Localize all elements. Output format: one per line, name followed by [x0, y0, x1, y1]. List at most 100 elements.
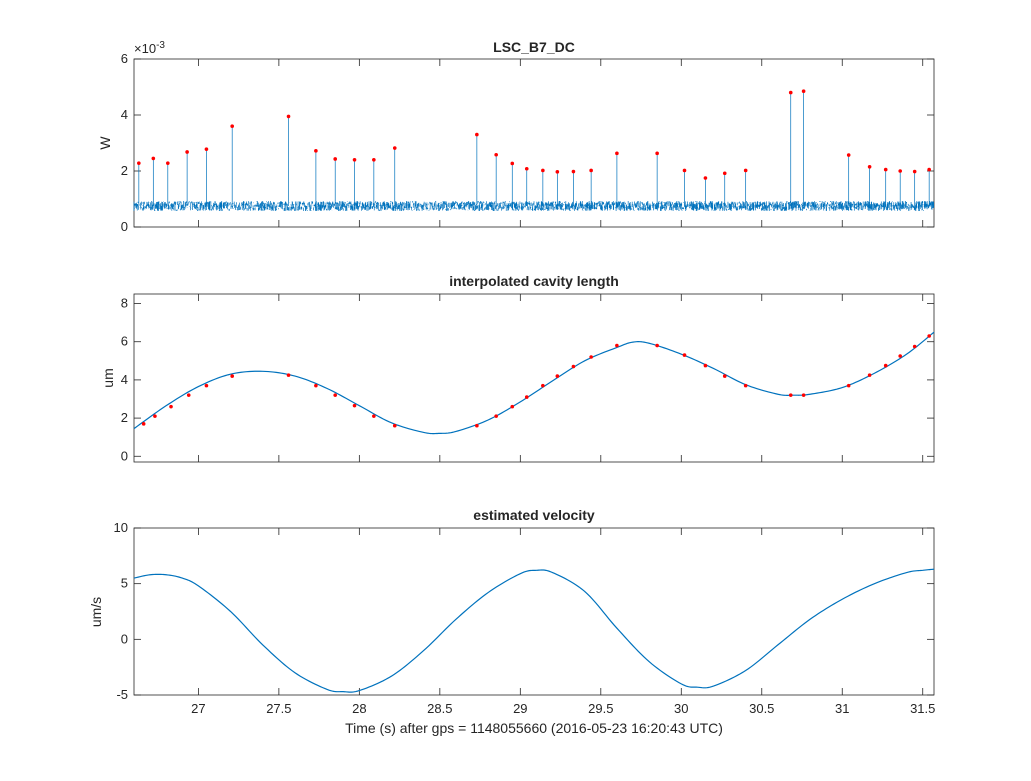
xtick-label: 31: [835, 701, 849, 716]
peak-marker: [475, 132, 479, 137]
length-marker: [615, 343, 619, 348]
velocity-trace-line: [133, 568, 935, 693]
xticks-length: [197, 294, 924, 462]
x-axis-label: Time (s) after gps = 1148055660 (2016-05…: [345, 720, 723, 736]
exponent-power: -3: [156, 40, 165, 51]
peak-marker: [392, 146, 397, 150]
title-length: interpolated cavity length: [449, 273, 619, 289]
ytick-label: 6: [121, 334, 128, 349]
peak-marker: [314, 149, 318, 153]
peak-marker: [494, 152, 498, 157]
yticks-velocity: -5 0 5 10: [114, 520, 934, 702]
peak-marker: [722, 171, 727, 176]
peak-marker: [230, 124, 234, 128]
ylabel-power: W: [97, 136, 113, 150]
ytick-label: 0: [121, 219, 128, 234]
length-marker: [912, 344, 917, 349]
xtick-label: 27: [191, 701, 205, 716]
peak-marker: [589, 168, 593, 173]
length-marker: [743, 383, 748, 388]
length-marker: [153, 414, 157, 418]
peak-marker: [867, 165, 872, 169]
title-power: LSC_B7_DC: [493, 39, 575, 55]
length-marker: [846, 383, 851, 388]
peak-marker: [185, 150, 189, 154]
ytick-label: 4: [121, 372, 128, 387]
ytick-label: 6: [121, 51, 128, 66]
length-marker: [186, 393, 191, 397]
peak-marker: [846, 153, 851, 157]
length-marker: [333, 393, 338, 397]
peak-marker: [682, 168, 687, 173]
plot-area-velocity: [133, 527, 935, 696]
peak-marker: [510, 161, 515, 166]
length-markers: [141, 334, 931, 428]
length-marker: [722, 374, 727, 378]
length-marker: [555, 374, 560, 378]
xtick-label: 30: [674, 701, 688, 716]
length-marker: [372, 414, 376, 418]
length-marker: [655, 343, 659, 348]
length-marker: [475, 423, 479, 428]
length-marker: [204, 383, 209, 388]
peak-marker: [372, 158, 376, 162]
plot-area-length: [133, 293, 935, 463]
xticks-velocity: 27 27.5 28 28.5 29 29.5 30 30.5 31 31.5: [191, 528, 935, 716]
ytick-label: -5: [116, 687, 128, 702]
xtick-label: 29.5: [588, 701, 613, 716]
peak-marker: [615, 151, 619, 156]
peak-marker: [352, 158, 357, 162]
xticks-power: [197, 59, 924, 227]
peak-marker: [571, 169, 576, 174]
peak-marker: [898, 169, 902, 173]
length-marker: [788, 393, 793, 397]
peak-marker: [137, 161, 141, 165]
title-velocity: estimated velocity: [473, 507, 595, 523]
plot-area-power: [133, 58, 935, 228]
peak-marker: [151, 156, 156, 161]
power-peaks: [137, 89, 931, 180]
peak-marker: [927, 167, 931, 172]
length-marker: [494, 414, 498, 418]
length-marker: [510, 404, 515, 409]
length-marker: [392, 423, 397, 428]
length-marker: [230, 374, 234, 378]
peak-marker: [743, 168, 748, 173]
xtick-label: 31.5: [910, 701, 935, 716]
length-marker: [898, 354, 902, 358]
exponent-base: ×10: [134, 41, 156, 56]
peak-marker: [555, 170, 560, 174]
length-marker: [286, 373, 291, 377]
ytick-label: 0: [121, 631, 128, 646]
length-marker: [169, 404, 173, 409]
peak-marker: [655, 151, 659, 156]
panel-length: interpolated cavity length um 0 2 4 6 8: [100, 273, 935, 463]
peak-marker: [883, 167, 888, 172]
length-trace-line: [133, 331, 935, 435]
length-marker: [801, 393, 806, 397]
peak-marker: [703, 176, 708, 180]
ytick-label: 0: [121, 448, 128, 463]
peak-marker: [204, 147, 209, 151]
length-marker: [314, 383, 318, 388]
panel-power: LSC_B7_DC W ×10-3 0 2 4 6: [97, 39, 935, 234]
peak-marker: [333, 157, 338, 161]
peak-marker: [788, 90, 793, 95]
peak-marker: [166, 161, 170, 165]
length-marker: [141, 422, 146, 426]
length-marker: [589, 355, 593, 359]
xtick-label: 28: [352, 701, 366, 716]
xtick-label: 28.5: [427, 701, 452, 716]
power-trace-line: [133, 91, 934, 212]
xtick-label: 29: [513, 701, 527, 716]
length-marker: [524, 395, 529, 399]
ylabel-length: um: [100, 368, 116, 387]
length-marker: [883, 363, 888, 368]
ytick-label: 8: [121, 296, 128, 311]
length-marker: [927, 334, 931, 338]
yticks-power: 0 2 4 6: [121, 51, 934, 234]
peak-marker: [541, 168, 545, 173]
length-marker: [352, 403, 357, 408]
